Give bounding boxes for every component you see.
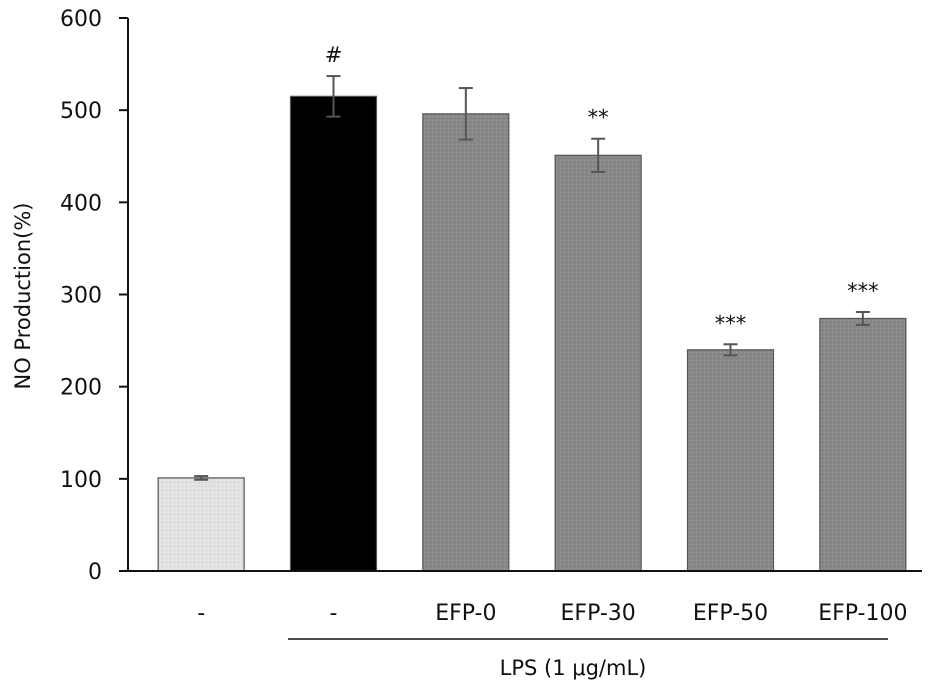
x-tick-label: EFP-30 bbox=[561, 601, 636, 626]
y-axis-ticks: 0 100 200 300 400 500 600 bbox=[60, 7, 128, 585]
x-tick-label: - bbox=[197, 601, 205, 626]
significance-label: ** bbox=[588, 106, 609, 130]
significance-label: *** bbox=[847, 279, 879, 303]
y-tick-label: 600 bbox=[60, 7, 102, 32]
y-tick-label: 400 bbox=[60, 191, 102, 216]
x-tick-label: EFP-100 bbox=[818, 601, 907, 626]
x-tick-label: EFP-0 bbox=[435, 601, 496, 626]
x-tick-label: - bbox=[330, 601, 338, 626]
bar-texture bbox=[158, 477, 245, 571]
significance-label: *** bbox=[715, 311, 747, 335]
lps-group-label: LPS (1 μg/mL) bbox=[500, 656, 647, 680]
bar-texture bbox=[422, 113, 509, 571]
y-tick-label: 300 bbox=[60, 284, 102, 309]
y-tick-label: 100 bbox=[60, 468, 102, 493]
bars-group: #******** bbox=[157, 43, 907, 572]
y-axis-title: NO Production(%) bbox=[11, 203, 35, 390]
bar bbox=[289, 95, 378, 572]
bar-texture bbox=[819, 318, 906, 571]
bar-texture bbox=[687, 349, 774, 571]
bar-texture bbox=[555, 155, 642, 571]
x-tick-label: EFP-50 bbox=[693, 601, 768, 626]
y-tick-label: 0 bbox=[88, 560, 102, 585]
y-tick-label: 200 bbox=[60, 376, 102, 401]
y-tick-label: 500 bbox=[60, 99, 102, 124]
x-axis-tick-labels: - - EFP-0 EFP-30 EFP-50 EFP-100 bbox=[197, 601, 907, 626]
significance-label: # bbox=[325, 43, 343, 67]
